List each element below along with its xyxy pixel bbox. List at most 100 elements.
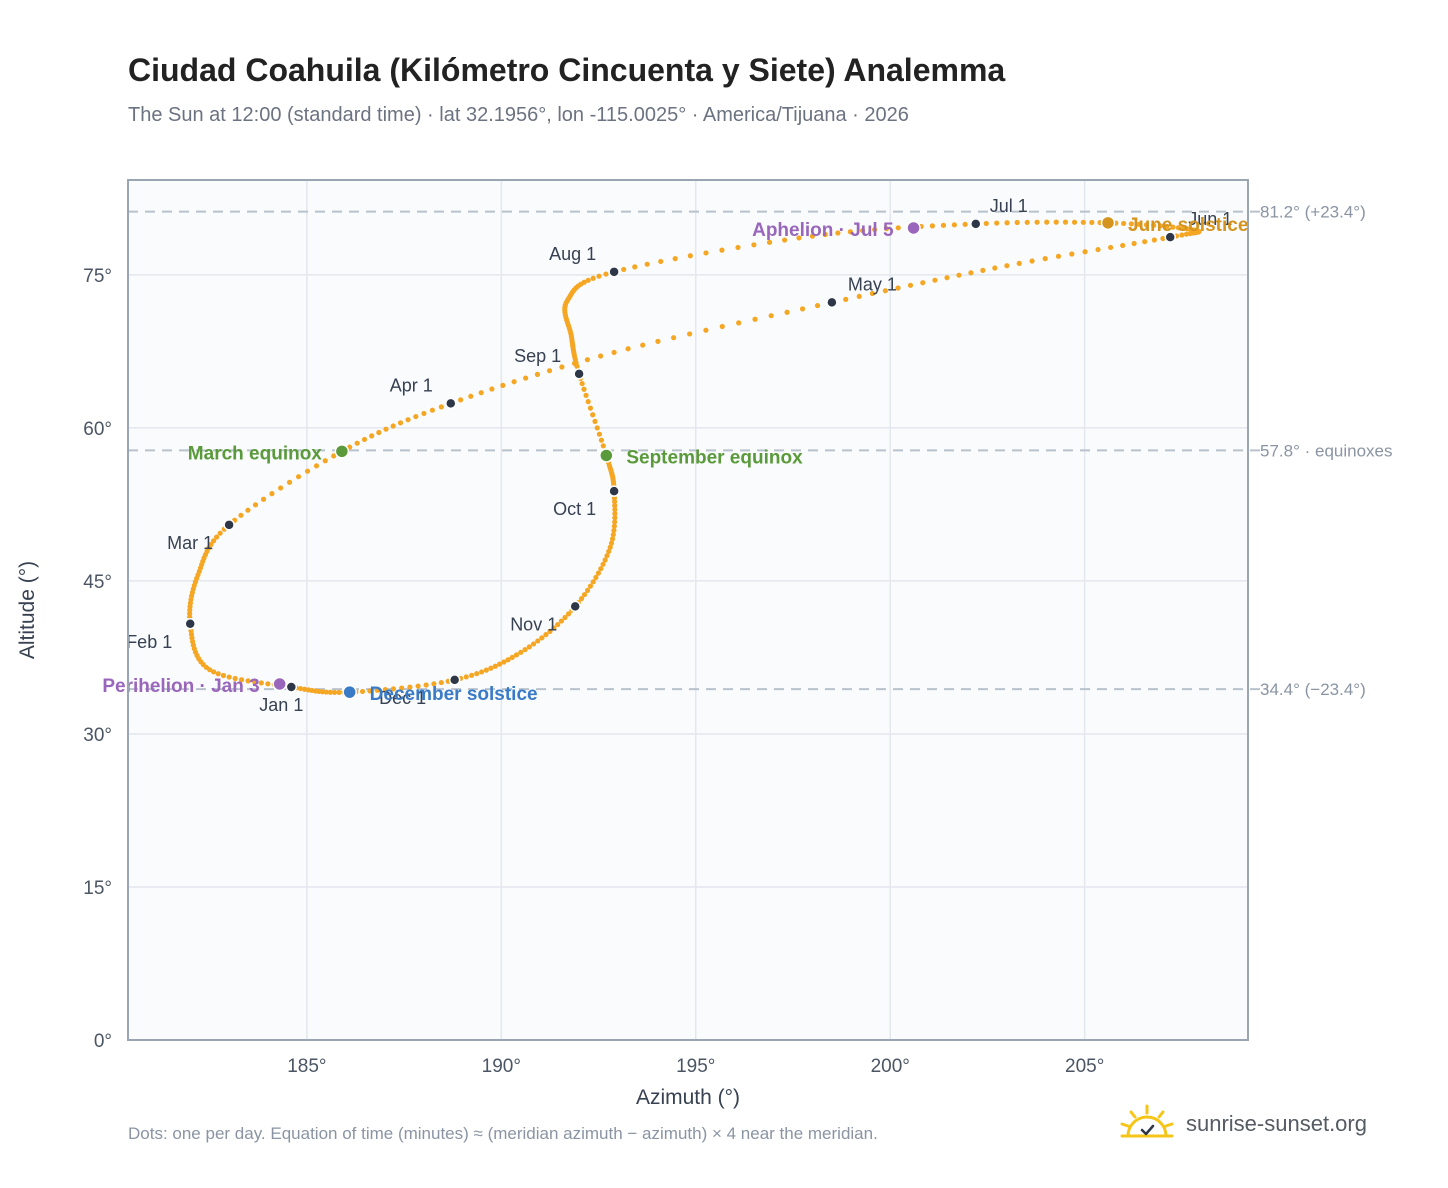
daily-sun-dot <box>609 536 616 542</box>
daily-sun-dot <box>429 407 435 413</box>
daily-sun-dot <box>621 266 627 273</box>
daily-sun-dot <box>500 382 506 388</box>
daily-sun-dot <box>612 515 618 521</box>
daily-sun-dot <box>1160 235 1166 242</box>
daily-sun-dot <box>405 417 411 423</box>
daily-sun-dot <box>751 242 757 248</box>
daily-sun-dot <box>407 684 413 690</box>
daily-sun-dot <box>703 327 709 333</box>
daily-sun-dot <box>1157 223 1164 229</box>
daily-sun-dot <box>551 625 557 631</box>
daily-sun-dot <box>397 420 404 426</box>
daily-sun-dot <box>1179 232 1185 238</box>
daily-sun-dot <box>687 331 693 337</box>
y-tick-label: 0° <box>94 1031 112 1052</box>
daily-sun-dot <box>590 579 596 585</box>
daily-sun-dot <box>1004 220 1010 226</box>
daily-sun-dot <box>530 641 537 647</box>
daily-sun-dot <box>1175 225 1182 231</box>
daily-sun-dot <box>920 280 926 286</box>
daily-sun-dot <box>847 229 853 235</box>
y-tick-label: 30° <box>83 725 112 746</box>
daily-sun-dot <box>632 264 638 270</box>
event-markers: March equinox September equinox June solst… <box>102 215 1248 705</box>
daily-sun-dot <box>766 239 773 245</box>
axes: 185° 190° 195° 200° 205° 0° 15° 30° 45° 60° 75° <box>83 266 1104 1077</box>
daily-sun-dot <box>295 474 302 480</box>
y-tick-label: 60° <box>83 419 112 440</box>
daily-sun-dot <box>719 323 725 330</box>
daily-sun-dot <box>1180 225 1186 231</box>
daily-sun-dot <box>301 686 308 692</box>
reference-line-label: 57.8° · equinoxes <box>1260 441 1393 460</box>
daily-sun-dot <box>587 583 594 589</box>
month-marker-dot <box>573 368 585 380</box>
daily-sun-dot <box>895 225 901 231</box>
daily-sun-dot <box>474 671 480 677</box>
daily-sun-dot <box>415 683 421 689</box>
daily-sun-dot <box>208 541 214 548</box>
daily-sun-dot <box>1042 256 1048 262</box>
daily-sun-dot <box>331 689 338 695</box>
daily-sun-dot <box>1170 224 1176 230</box>
daily-sun-dot <box>956 272 962 278</box>
daily-sun-dot <box>565 611 572 617</box>
daily-sun-dot <box>602 557 608 563</box>
daily-sun-dot <box>583 392 589 398</box>
y-tick-label: 45° <box>83 572 112 593</box>
daily-sun-dot <box>600 443 606 449</box>
brand-logo[interactable]: sunrise-sunset.org <box>1120 1100 1367 1148</box>
daily-sun-dot <box>883 226 890 232</box>
daily-sun-dot <box>238 512 244 518</box>
daily-sun-dot <box>1055 253 1062 259</box>
daily-sun-dot <box>814 302 821 309</box>
daily-sun-dot <box>286 479 293 485</box>
event-marker-dot <box>342 684 357 700</box>
daily-sun-dot <box>895 285 901 291</box>
event-marker-dot <box>272 676 287 692</box>
daily-sun-dot <box>1080 219 1086 225</box>
daily-sun-dot <box>1151 237 1157 243</box>
daily-sun-dot <box>994 220 1000 226</box>
month-marker-label: Dec 1 <box>379 688 426 708</box>
daily-sun-dot <box>1024 219 1030 225</box>
daily-sun-dot <box>598 566 604 572</box>
month-marker-label: Jul 1 <box>990 196 1028 216</box>
daily-sun-dot <box>983 220 989 227</box>
daily-sun-dot <box>940 222 947 228</box>
daily-sun-dot <box>297 685 304 692</box>
month-marker-label: Nov 1 <box>510 614 557 634</box>
event-marker-dot <box>1100 215 1116 231</box>
daily-sun-dot <box>719 247 725 253</box>
daily-sun-dot <box>304 468 311 474</box>
daily-sun-dot <box>608 540 615 546</box>
daily-sun-dot <box>323 689 329 695</box>
month-marker-dot <box>608 266 620 278</box>
event-marker-label: Perihelion · Jan 3 <box>102 676 259 697</box>
daily-sun-dot <box>547 628 553 634</box>
daily-sun-dot <box>518 649 524 655</box>
daily-sun-dot <box>1014 219 1020 226</box>
daily-sun-dot <box>214 534 220 540</box>
daily-sun-dot <box>562 614 568 621</box>
event-marker-label: March equinox <box>188 443 323 464</box>
daily-sun-dot <box>992 265 998 271</box>
month-marker-dot <box>285 681 298 693</box>
daily-sun-dot <box>1142 239 1148 245</box>
daily-sun-dot <box>1151 222 1157 228</box>
daily-sun-dot <box>929 223 935 229</box>
daily-sun-dot <box>822 231 828 238</box>
daily-sun-dot <box>497 661 503 667</box>
daily-sun-dot <box>252 502 259 508</box>
event-marker-dot <box>334 444 350 459</box>
chart-subtitle: The Sun at 12:00 (standard time) · lat 3… <box>128 104 909 126</box>
daily-sun-dot <box>1029 258 1035 264</box>
daily-sun-dot <box>468 393 474 399</box>
daily-sun-dot <box>313 463 320 469</box>
month-marker-dot <box>970 218 982 230</box>
daily-sun-dot <box>932 277 938 283</box>
daily-sun-dot <box>578 596 585 602</box>
daily-sun-dot <box>784 309 790 315</box>
event-marker-dot <box>906 220 921 236</box>
daily-sun-dot <box>590 275 596 281</box>
